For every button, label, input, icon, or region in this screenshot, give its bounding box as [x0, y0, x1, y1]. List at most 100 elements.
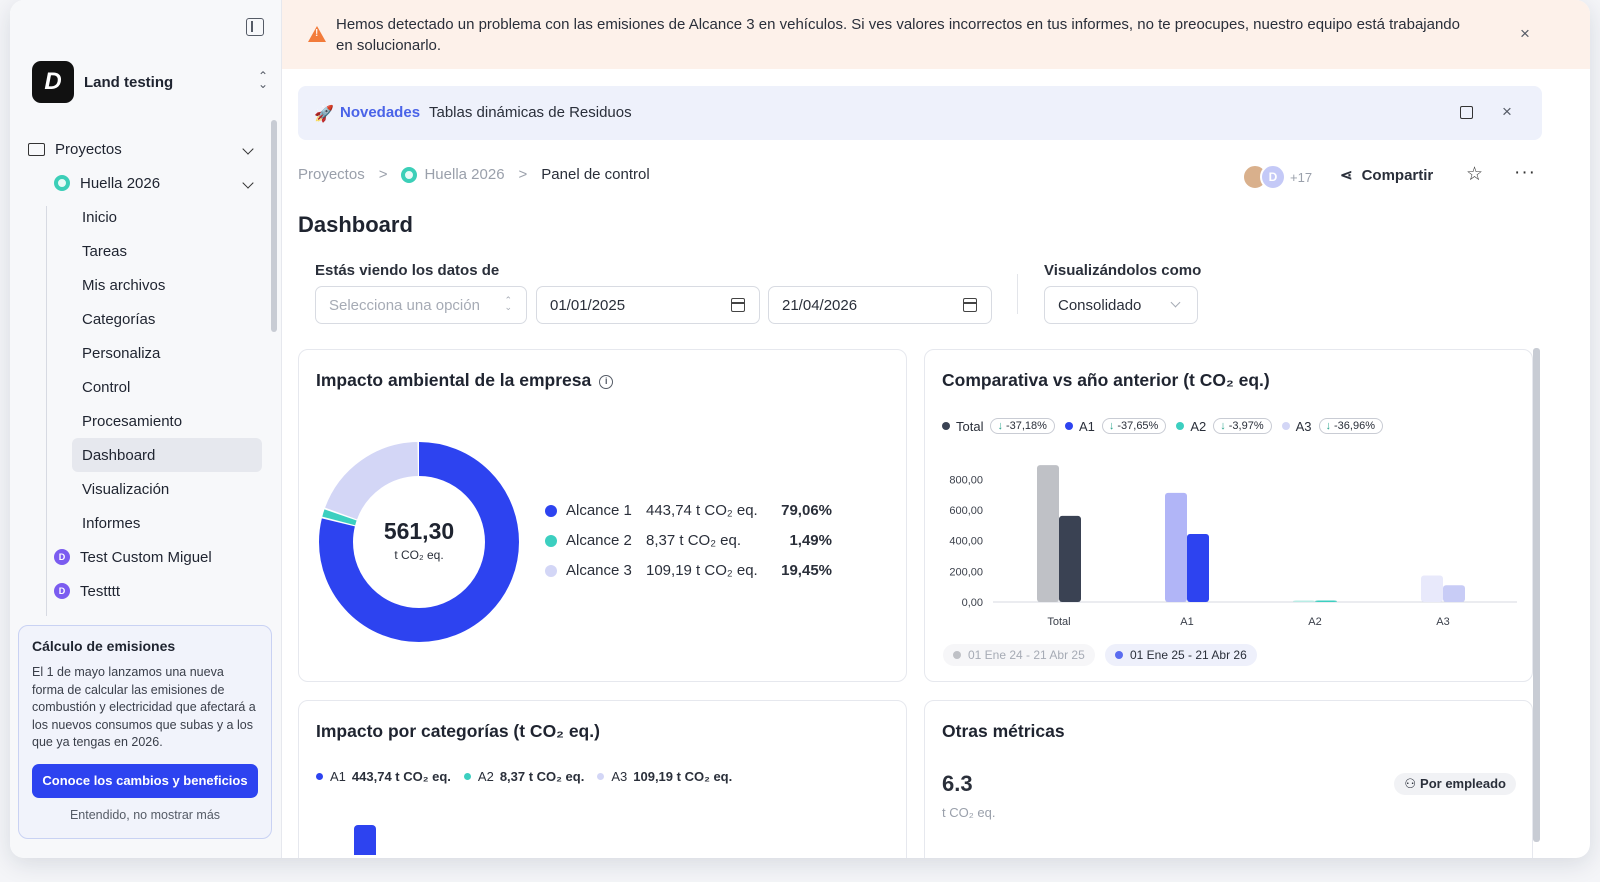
scope-percentage: 1,49%	[789, 532, 832, 549]
category-name: A3	[611, 769, 628, 784]
chevron-down-icon	[242, 177, 254, 189]
main-scrollbar[interactable]	[1533, 348, 1540, 842]
sidebar-item-project[interactable]: Huella 2026	[24, 166, 264, 200]
comparison-card-title: Comparativa vs año anterior (t CO₂ eq.)	[942, 370, 1270, 390]
sidebar-item-label: Personaliza	[82, 344, 161, 362]
arrow-down-icon: ↓	[1108, 420, 1115, 432]
breadcrumb-project[interactable]: Huella 2026	[424, 166, 505, 183]
metrics-card: Otras métricas 6.3 t CO₂ eq. ⚇ Por emplea…	[924, 700, 1533, 858]
sidebar-item-informes[interactable]: Informes	[24, 506, 264, 540]
category-legend-item: A2 8,37 t CO₂ eq.	[463, 769, 584, 784]
sidebar-item-label: Mis archivos	[82, 276, 166, 294]
category-dot	[597, 773, 605, 780]
arrow-down-icon: ↓	[997, 420, 1003, 432]
sidebar-item-testttt[interactable]: D Testttt	[24, 574, 264, 608]
bar-a1-current[interactable]	[1187, 533, 1209, 602]
sidebar-item-inicio[interactable]: Inicio	[24, 200, 264, 234]
external-link-icon[interactable]	[1460, 106, 1473, 119]
y-tick-label: 200,00	[949, 566, 983, 578]
share-button[interactable]: ⋖ Compartir	[1340, 166, 1433, 185]
legend-dot	[1064, 422, 1073, 430]
promo-title: Cálculo de emisiones	[32, 638, 176, 654]
scope-dot	[545, 564, 557, 577]
scope-name: Alcance 1	[566, 502, 632, 519]
bar-a2-current[interactable]	[1315, 600, 1337, 603]
sidebar-scrollbar[interactable]	[271, 120, 277, 332]
sidebar-item-projects[interactable]: Proyectos	[24, 132, 264, 166]
end-date-field[interactable]: 21/04/2026	[768, 286, 992, 324]
news-banner: 🚀 Novedades Tablas dinámicas de Residuos…	[298, 86, 1542, 140]
bar-a1-previous[interactable]	[1165, 492, 1187, 602]
collapse-sidebar-icon[interactable]	[246, 18, 264, 36]
alert-text: Hemos detectado un problema con las emis…	[336, 16, 1460, 54]
category-bar[interactable]	[354, 825, 376, 855]
sidebar-item-procesamiento[interactable]: Procesamiento	[24, 404, 264, 438]
sidebar-item-mis-archivos[interactable]: Mis archivos	[24, 268, 264, 302]
change-value: -37,18%	[1005, 420, 1047, 432]
workspace-name: Land testing	[84, 73, 174, 91]
bar-a2-previous[interactable]	[1293, 600, 1315, 603]
donut-slice-alcance-1[interactable]	[319, 442, 519, 642]
category-name: A2	[477, 769, 494, 784]
page-title: Dashboard	[298, 212, 413, 237]
avatar-more-count: +17	[1290, 169, 1313, 185]
y-tick-label: 600,00	[949, 505, 983, 517]
chevron-down-icon	[1170, 297, 1181, 308]
info-icon[interactable]: i	[599, 375, 614, 389]
dismiss-promo-link[interactable]: Entendido, no mostrar más	[69, 807, 221, 822]
legend-dot	[1176, 422, 1185, 430]
donut-center: 561,30 t CO₂ eq.	[319, 518, 519, 562]
legend-series-name: Total	[956, 418, 984, 434]
categories-card: Impacto por categorías (t CO₂ eq.) A1 443…	[298, 700, 907, 858]
per-employee-chip[interactable]: ⚇ Por empleado	[1394, 773, 1516, 795]
close-news-icon[interactable]: ×	[1502, 102, 1512, 121]
scope-percentage: 19,45%	[781, 562, 832, 579]
filter-divider	[1017, 274, 1018, 314]
sidebar-item-label: Proyectos	[55, 140, 122, 158]
option-select-placeholder: Selecciona una opción	[329, 296, 480, 314]
more-options-icon[interactable]: ···	[1514, 162, 1536, 183]
impact-card-title: Impacto ambiental de la empresa i	[316, 370, 614, 391]
close-alert-icon[interactable]: ×	[1520, 24, 1530, 43]
period-chip-current[interactable]: 01 Ene 25 - 21 Abr 26	[1105, 644, 1257, 666]
sidebar-item-control[interactable]: Control	[24, 370, 264, 404]
share-icon: ⋖	[1340, 167, 1353, 184]
view-select-value: Consolidado	[1058, 296, 1142, 314]
bar-total-current[interactable]	[1059, 515, 1081, 602]
category-name: A1	[330, 769, 346, 784]
calendar-icon	[963, 298, 977, 312]
y-tick-label: 0,00	[962, 597, 983, 609]
bar-a3-current[interactable]	[1443, 585, 1465, 602]
bar-a3-previous[interactable]	[1421, 575, 1443, 602]
comparison-bar-chart: 0,00 200,00 400,00 600,00 800,00 Total A1 A2 A3	[949, 465, 1517, 628]
sidebar-item-dashboard[interactable]: Dashboard	[72, 438, 262, 472]
collaborator-avatars[interactable]: D +17	[1242, 164, 1312, 190]
sidebar-item-personaliza[interactable]: Personaliza	[24, 336, 264, 370]
bar-total-previous[interactable]	[1037, 465, 1059, 602]
learn-changes-button[interactable]: Conoce los cambios y beneficios	[32, 763, 258, 798]
scope-percentage: 79,06%	[781, 502, 832, 519]
category-dot	[316, 773, 323, 780]
change-chip: ↓ -37,65%	[1101, 418, 1167, 434]
sidebar-item-categorias[interactable]: Categorías	[24, 302, 264, 336]
breadcrumb-projects[interactable]: Proyectos	[298, 166, 365, 183]
chevron-up-down-icon: ⌃ ⌄	[504, 295, 512, 312]
view-select[interactable]: Consolidado	[1044, 286, 1198, 324]
chevron-right-icon: >	[378, 166, 388, 183]
sidebar-item-tareas[interactable]: Tareas	[24, 234, 264, 268]
sidebar-item-label: Informes	[82, 514, 141, 532]
sidebar-item-test-custom-miguel[interactable]: D Test Custom Miguel	[24, 540, 264, 574]
workspace-switcher[interactable]: D Land testing ⌃ ⌄	[32, 60, 268, 104]
star-icon[interactable]: ☆	[1466, 164, 1484, 185]
start-date-field[interactable]: 01/01/2025	[536, 286, 760, 324]
news-text[interactable]: Tablas dinámicas de Residuos	[429, 104, 632, 121]
option-select[interactable]: Selecciona una opción ⌃ ⌄	[315, 286, 527, 324]
warning-icon	[308, 26, 326, 42]
scope-value: 109,19 t CO₂ eq.	[646, 562, 758, 579]
sidebar-item-visualizacion[interactable]: Visualización	[24, 472, 264, 506]
x-tick-label: A2	[1308, 616, 1321, 628]
donut-total-value: 561,30	[383, 518, 455, 544]
category-legend-item: A1 443,74 t CO₂ eq.	[316, 769, 451, 784]
metric-value: 6.3	[942, 771, 973, 796]
period-chip-previous[interactable]: 01 Ene 24 - 21 Abr 25	[943, 644, 1095, 666]
